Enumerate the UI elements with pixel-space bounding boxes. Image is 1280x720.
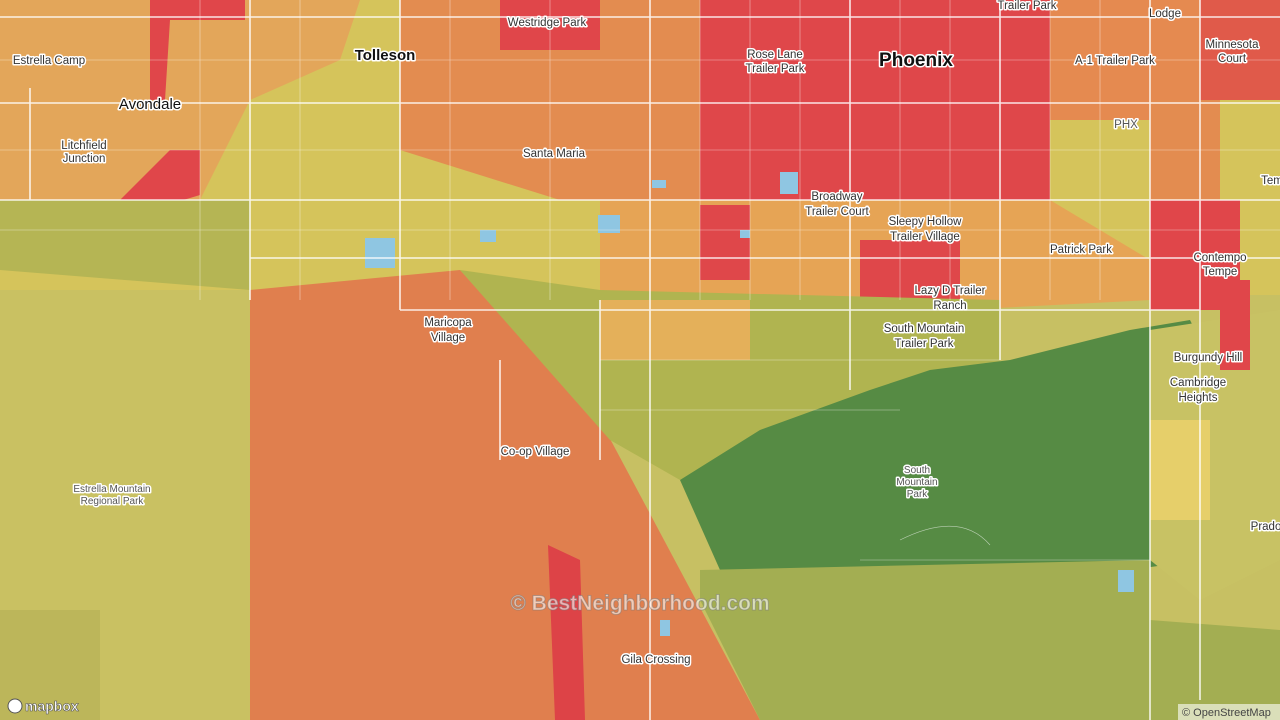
label-line: Tem: [1261, 175, 1280, 187]
label-line: Mountain: [896, 477, 937, 488]
label-line: Rose Lane: [747, 49, 803, 61]
label-line: Maricopa: [424, 317, 472, 329]
label-line: Park: [907, 489, 929, 500]
label-line: Santa Maria: [523, 148, 586, 160]
place-label: Tolleson: [355, 47, 416, 64]
label-line: Gila Crossing: [621, 654, 690, 666]
place-labels: Estrella Camp Avondale Litchfield Junctio…: [11, 0, 1280, 668]
label-line: Trailer Park: [998, 0, 1057, 12]
place-label: Sleepy Hollow Trailer Village: [889, 216, 963, 243]
place-label: Prado: [1251, 521, 1280, 533]
label-line: Co-op Village: [501, 446, 570, 458]
label-line: Litchfield: [61, 140, 106, 152]
place-label: Phoenix: [879, 50, 953, 71]
label-line: Cambridge: [1170, 377, 1226, 389]
place-label: South Mountain Park: [896, 465, 937, 500]
place-label: Estrella Camp: [13, 55, 85, 67]
label-line: Burgundy Hill: [1174, 352, 1242, 364]
label-line: Tempe: [1203, 266, 1238, 278]
place-label: Trailer Park: [998, 0, 1057, 12]
label-line: PHX: [1114, 119, 1138, 131]
label-line: Broadway: [811, 191, 862, 203]
place-label: Santa Maria: [523, 148, 586, 160]
place-label: Lodge: [1149, 8, 1181, 20]
place-label: Broadway Trailer Court: [805, 191, 869, 218]
label-line: Minnesota: [1205, 39, 1259, 51]
label-line: Ranch: [933, 300, 966, 312]
place-label: Patrick Park: [1050, 244, 1112, 256]
label-line: Tolleson: [355, 47, 416, 64]
label-line: Contempo: [1193, 252, 1246, 264]
label-line: Estrella Mountain: [73, 484, 150, 495]
label-line: Westridge Park: [508, 17, 587, 29]
label-line: Sleepy Hollow: [889, 216, 963, 228]
place-label: Tem: [1261, 175, 1280, 187]
label-line: South Mountain: [884, 323, 965, 335]
label-line: Trailer Park: [895, 338, 954, 350]
place-label: Litchfield Junction: [61, 140, 106, 165]
attribution-bg: [1178, 704, 1280, 720]
logo-text: mapbox: [25, 698, 79, 714]
place-label: Burgundy Hill: [1174, 352, 1242, 364]
label-line: Prado: [1251, 521, 1280, 533]
place-label: A-1 Trailer Park: [1075, 55, 1155, 67]
label-line: Avondale: [119, 96, 181, 113]
place-label: Westridge Park: [508, 17, 587, 29]
label-line: Estrella Camp: [13, 55, 85, 67]
label-line: A-1 Trailer Park: [1075, 55, 1155, 67]
label-line: Regional Park: [81, 496, 145, 507]
place-label: Lazy D Trailer Ranch: [915, 285, 986, 312]
label-line: Patrick Park: [1050, 244, 1112, 256]
place-label: Gila Crossing: [621, 654, 690, 666]
label-line: Trailer Court: [805, 206, 869, 218]
label-line: South: [904, 465, 930, 476]
label-line: Court: [1218, 53, 1247, 65]
place-label: Minnesota Court: [1205, 39, 1259, 65]
label-line: Trailer Village: [890, 231, 960, 243]
place-label: Maricopa Village: [424, 317, 472, 344]
place-label: Co-op Village: [501, 446, 570, 458]
place-label: Contempo Tempe: [1193, 252, 1246, 278]
label-line: Phoenix: [879, 50, 953, 71]
attribution[interactable]: © OpenStreetMap: [1182, 707, 1271, 719]
label-line: Village: [431, 332, 465, 344]
place-label: Rose Lane Trailer Park: [746, 49, 805, 75]
place-label: Estrella Mountain Regional Park: [73, 484, 150, 507]
label-line: Lodge: [1149, 8, 1181, 20]
mapbox-logo: mapbox: [7, 698, 79, 714]
label-line: Heights: [1179, 392, 1218, 404]
place-label: Avondale: [119, 96, 181, 113]
water: [365, 172, 1134, 636]
place-label: Cambridge Heights: [1170, 377, 1226, 404]
label-line: Trailer Park: [746, 63, 805, 75]
watermark: © BestNeighborhood.com: [510, 592, 769, 615]
label-line: Lazy D Trailer: [915, 285, 986, 297]
place-label: PHX: [1114, 119, 1138, 131]
place-label: South Mountain Trailer Park: [884, 323, 965, 350]
label-line: Junction: [63, 153, 106, 165]
